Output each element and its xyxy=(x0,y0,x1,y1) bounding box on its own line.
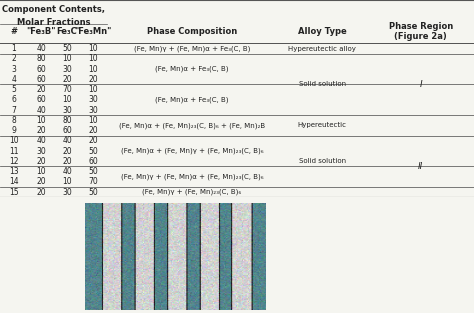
Text: 7: 7 xyxy=(11,105,16,115)
Text: 8: 8 xyxy=(11,116,16,125)
Text: #: # xyxy=(10,27,17,36)
Text: 20: 20 xyxy=(62,75,72,84)
Text: 80: 80 xyxy=(36,54,46,63)
Text: 1: 1 xyxy=(11,44,16,53)
Text: 11: 11 xyxy=(9,146,18,156)
Text: 50: 50 xyxy=(88,187,98,197)
Text: 5: 5 xyxy=(11,85,16,94)
Text: 12: 12 xyxy=(9,157,18,166)
Text: Hypereutectic: Hypereutectic xyxy=(298,122,347,128)
Text: 20: 20 xyxy=(88,136,98,145)
Text: 30: 30 xyxy=(36,146,46,156)
Text: 6: 6 xyxy=(11,95,16,104)
Text: Alloy Type: Alloy Type xyxy=(298,27,346,36)
Text: 20: 20 xyxy=(88,126,98,135)
Text: 10: 10 xyxy=(88,85,98,94)
Text: (Fe, Mn)α + (Fe, Mn)₂₃(C, B)₆ + (Fe, Mn)₂B: (Fe, Mn)α + (Fe, Mn)₂₃(C, B)₆ + (Fe, Mn)… xyxy=(119,122,265,129)
Text: Solid solution: Solid solution xyxy=(299,158,346,164)
Text: Phase Composition: Phase Composition xyxy=(147,27,237,36)
Text: Fe₃C: Fe₃C xyxy=(57,27,77,36)
Text: 50: 50 xyxy=(88,167,98,176)
Text: 30: 30 xyxy=(62,105,72,115)
Text: Hypereutectic alloy: Hypereutectic alloy xyxy=(288,45,356,52)
Text: 20: 20 xyxy=(36,126,46,135)
Text: 10: 10 xyxy=(62,177,72,186)
Text: 40: 40 xyxy=(36,105,46,115)
Text: 40: 40 xyxy=(62,136,72,145)
Text: 30: 30 xyxy=(62,64,72,74)
Text: 10: 10 xyxy=(62,95,72,104)
Text: 40: 40 xyxy=(36,44,46,53)
Text: 50: 50 xyxy=(62,44,72,53)
Text: (Fe, Mn)γ + (Fe, Mn)α + (Fe, Mn)₂₃(C, B)₆: (Fe, Mn)γ + (Fe, Mn)α + (Fe, Mn)₂₃(C, B)… xyxy=(121,173,263,180)
Text: 2: 2 xyxy=(11,54,16,63)
Text: 40: 40 xyxy=(36,136,46,145)
Text: 15: 15 xyxy=(9,187,18,197)
Text: 4: 4 xyxy=(11,75,16,84)
Text: Solid solution: Solid solution xyxy=(299,81,346,87)
Text: 14: 14 xyxy=(9,177,18,186)
Text: 70: 70 xyxy=(88,177,98,186)
Text: 60: 60 xyxy=(36,64,46,74)
Text: 10: 10 xyxy=(9,136,18,145)
Text: 20: 20 xyxy=(62,157,72,166)
Text: Molar Fractions: Molar Fractions xyxy=(17,18,90,27)
Text: 60: 60 xyxy=(36,95,46,104)
Text: "Fe₃Mn": "Fe₃Mn" xyxy=(74,27,112,36)
Text: 70: 70 xyxy=(62,85,72,94)
Text: 13: 13 xyxy=(9,167,18,176)
Text: (Fe, Mn)γ + (Fe, Mn)α + Fe₃(C, B): (Fe, Mn)γ + (Fe, Mn)α + Fe₃(C, B) xyxy=(134,45,250,52)
Text: 10: 10 xyxy=(36,167,46,176)
Text: 30: 30 xyxy=(88,105,98,115)
Text: (Fe, Mn)γ + (Fe, Mn)₂₃(C, B)₆: (Fe, Mn)γ + (Fe, Mn)₂₃(C, B)₆ xyxy=(142,189,242,195)
Text: 10: 10 xyxy=(62,54,72,63)
Text: 20: 20 xyxy=(36,177,46,186)
Text: 10: 10 xyxy=(88,54,98,63)
Text: (Fe, Mn)α + Fe₃(C, B): (Fe, Mn)α + Fe₃(C, B) xyxy=(155,66,229,72)
Text: 50: 50 xyxy=(88,146,98,156)
Text: 40: 40 xyxy=(62,167,72,176)
Text: 20: 20 xyxy=(62,146,72,156)
Text: "Fe₃B": "Fe₃B" xyxy=(26,27,56,36)
Text: (Fe, Mn)α + (Fe, Mn)γ + (Fe, Mn)₂₃(C, B)₆: (Fe, Mn)α + (Fe, Mn)γ + (Fe, Mn)₂₃(C, B)… xyxy=(121,148,263,154)
Text: 20: 20 xyxy=(36,85,46,94)
Text: 60: 60 xyxy=(88,157,98,166)
Text: 10: 10 xyxy=(88,64,98,74)
Text: 20: 20 xyxy=(36,187,46,197)
Text: 10: 10 xyxy=(88,44,98,53)
Text: 30: 30 xyxy=(62,187,72,197)
Text: 20: 20 xyxy=(36,157,46,166)
Text: Component Contents,: Component Contents, xyxy=(2,5,105,13)
Text: (Fe, Mn)α + Fe₃(C, B): (Fe, Mn)α + Fe₃(C, B) xyxy=(155,96,229,103)
Text: 3: 3 xyxy=(11,64,16,74)
Text: 60: 60 xyxy=(36,75,46,84)
Text: 10: 10 xyxy=(36,116,46,125)
Text: 9: 9 xyxy=(11,126,16,135)
Text: 10: 10 xyxy=(88,116,98,125)
Text: 60: 60 xyxy=(62,126,72,135)
Text: 30: 30 xyxy=(88,95,98,104)
Text: 80: 80 xyxy=(62,116,72,125)
Text: 20: 20 xyxy=(88,75,98,84)
Text: I: I xyxy=(419,80,422,89)
Text: Phase Region
(Figure 2a): Phase Region (Figure 2a) xyxy=(389,22,453,41)
Text: II: II xyxy=(418,162,423,171)
